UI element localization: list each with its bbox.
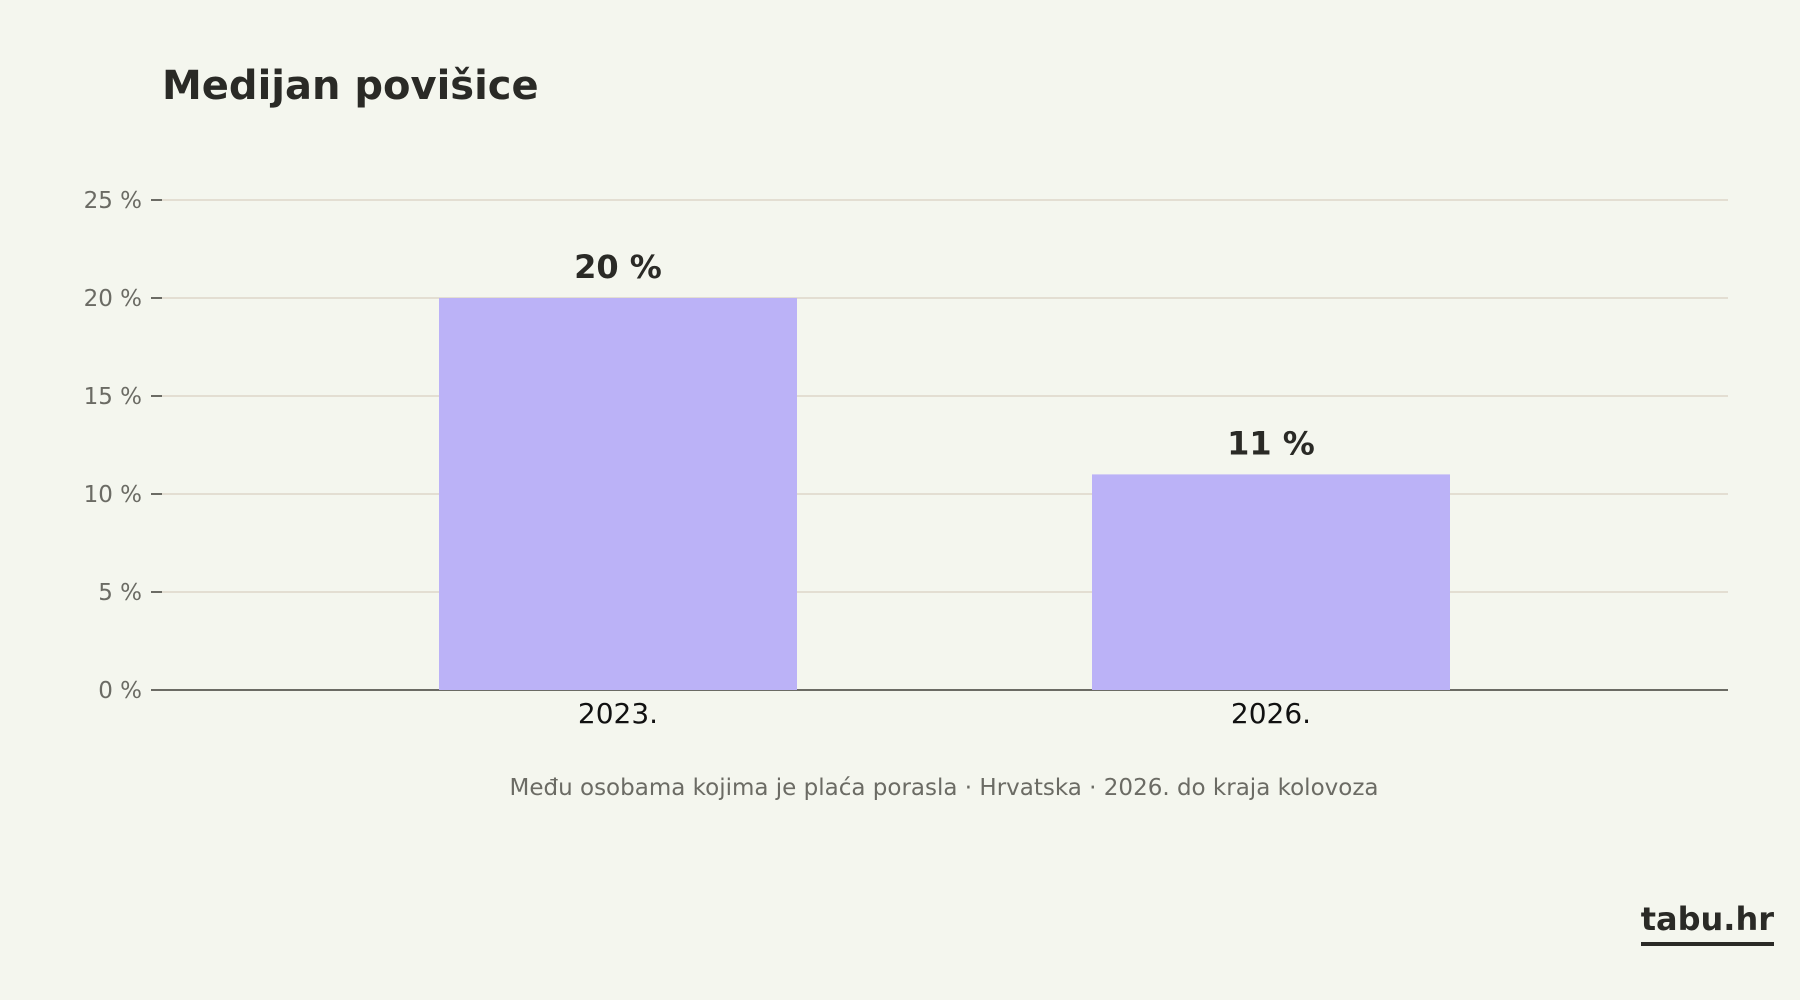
brand-text: tabu.hr xyxy=(1640,900,1774,947)
y-tick-label: 5 % xyxy=(98,580,142,606)
y-tick-label: 10 % xyxy=(84,482,142,508)
value-label: 11 % xyxy=(1227,424,1315,462)
chart-title: Medijan povišice xyxy=(162,63,539,109)
x-tick-label: 2026. xyxy=(1231,697,1311,730)
value-labels: 20 % 11 % xyxy=(574,248,1315,462)
y-tick-label: 15 % xyxy=(84,384,142,410)
value-label: 20 % xyxy=(574,248,662,286)
y-tick-label: 25 % xyxy=(84,188,142,214)
bar xyxy=(439,298,797,690)
grid-lines xyxy=(152,199,1728,593)
chart-note: Među osobama kojima je plaća porasla · H… xyxy=(509,775,1379,801)
y-tick-label: 0 % xyxy=(98,678,142,704)
x-tick-label: 2023. xyxy=(578,697,658,730)
x-axis: 2023. 2026. xyxy=(578,697,1311,730)
bars xyxy=(439,298,1450,690)
y-tick-label: 20 % xyxy=(84,286,142,312)
y-axis: 0 % 5 % 10 % 15 % 20 % 25 % xyxy=(84,188,1728,704)
bar xyxy=(1092,474,1450,690)
brand-logo[interactable]: tabu.hr xyxy=(1640,900,1774,947)
